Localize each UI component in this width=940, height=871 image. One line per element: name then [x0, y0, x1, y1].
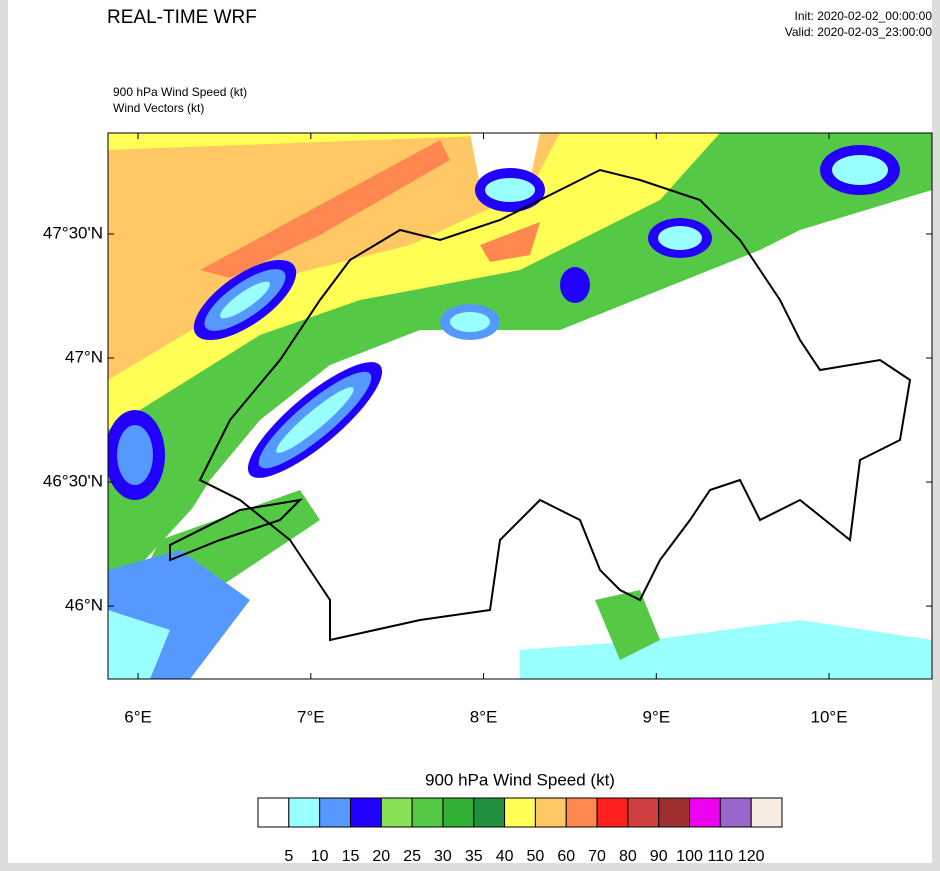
y-tick-label: 46°N	[65, 596, 103, 615]
colorbar-label: 90	[650, 848, 668, 865]
y-tick-label: 47°30'N	[43, 223, 103, 242]
colorbar-label: 70	[588, 848, 606, 865]
map-frame	[107, 132, 933, 680]
colorbar-box	[319, 797, 351, 828]
colorbar-box	[504, 797, 536, 828]
colorbar-box	[442, 797, 475, 828]
x-tick-label: 7°E	[297, 707, 325, 726]
colorbar-box	[380, 797, 413, 828]
colorbar-box	[719, 797, 752, 828]
colorbar-label: 110	[708, 848, 734, 865]
colorbar: 5 10 15 20 25 30 35 40 50 60 70 80 90 100 110 120	[257, 797, 783, 865]
colorbar-label: 5	[284, 848, 293, 865]
lake	[169, 498, 303, 562]
y-tick-label: 46°30'N	[43, 472, 103, 491]
x-tick-label: 6°E	[124, 707, 152, 726]
axes: 6°E 7°E 8°E 9°E 10°E 46°N 46°30'N 47°N 47°30'N	[43, 133, 932, 726]
colorbar-label: 30	[434, 848, 452, 865]
colorbar-label: 10	[311, 848, 329, 865]
colorbar-label: 15	[342, 848, 360, 865]
colorbar-box	[565, 797, 598, 828]
colorbar-label: 80	[619, 848, 637, 865]
colorbar-label: 20	[372, 848, 390, 865]
y-tick-label: 47°N	[65, 347, 103, 366]
colorbar-box	[596, 797, 629, 828]
x-tick-label: 8°E	[470, 707, 498, 726]
x-tick-label: 9°E	[643, 707, 671, 726]
colorbar-title: 900 hPa Wind Speed (kt)	[425, 770, 615, 789]
country-border	[198, 168, 912, 642]
colorbar-label: 100	[676, 848, 703, 865]
colorbar-label: 50	[527, 848, 545, 865]
colorbar-box	[534, 797, 567, 828]
title: REAL-TIME WRF	[107, 7, 257, 28]
colorbar-label: 25	[403, 848, 421, 865]
colorbar-label: 120	[738, 848, 765, 865]
x-tick-label: 10°E	[811, 707, 848, 726]
map-field	[108, 133, 932, 679]
vector-label: Wind Vectors (kt)	[113, 101, 204, 115]
colorbar-box	[473, 797, 506, 828]
colorbar-label: 40	[496, 848, 514, 865]
colorbar-box	[288, 797, 321, 828]
colorbar-label: 60	[557, 848, 575, 865]
colorbar-box	[411, 797, 444, 828]
colorbar-box	[627, 797, 660, 828]
field-label: 900 hPa Wind Speed (kt)	[113, 85, 247, 99]
colorbar-box	[257, 797, 290, 828]
init-time: Init: 2020-02-02_00:00:00	[795, 9, 933, 23]
colorbar-box	[658, 797, 691, 828]
valid-time: Valid: 2020-02-03_23:00:00	[785, 25, 933, 39]
wind-maxima	[108, 145, 900, 500]
colorbar-box	[750, 797, 783, 828]
colorbar-box	[349, 797, 382, 828]
colorbar-label: 35	[465, 848, 483, 865]
colorbar-box	[689, 797, 721, 828]
